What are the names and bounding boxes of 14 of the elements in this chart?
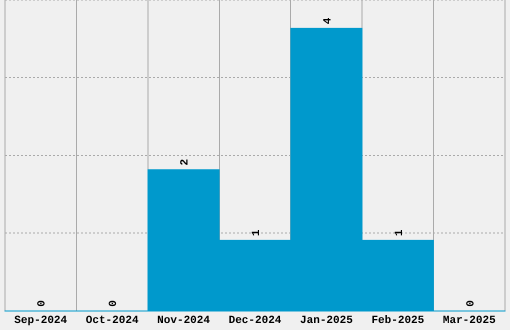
x-tick-label: Nov-2024 bbox=[157, 315, 210, 328]
data-label: 0 bbox=[36, 300, 49, 307]
x-tick-label: Mar-2025 bbox=[442, 315, 496, 328]
data-label: 0 bbox=[108, 300, 120, 307]
data-label: 0 bbox=[465, 300, 478, 307]
x-tick-label: Dec-2024 bbox=[228, 315, 282, 328]
data-label: 1 bbox=[251, 229, 263, 236]
data-label: 2 bbox=[180, 158, 192, 166]
data-label: 4 bbox=[322, 17, 334, 24]
x-tick-label: Feb-2025 bbox=[371, 315, 425, 328]
data-label: 1 bbox=[394, 229, 406, 236]
x-tick-label: Oct-2024 bbox=[86, 315, 139, 328]
x-tick-label: Jan-2025 bbox=[300, 315, 354, 328]
x-tick-label: Sep-2024 bbox=[14, 315, 68, 328]
